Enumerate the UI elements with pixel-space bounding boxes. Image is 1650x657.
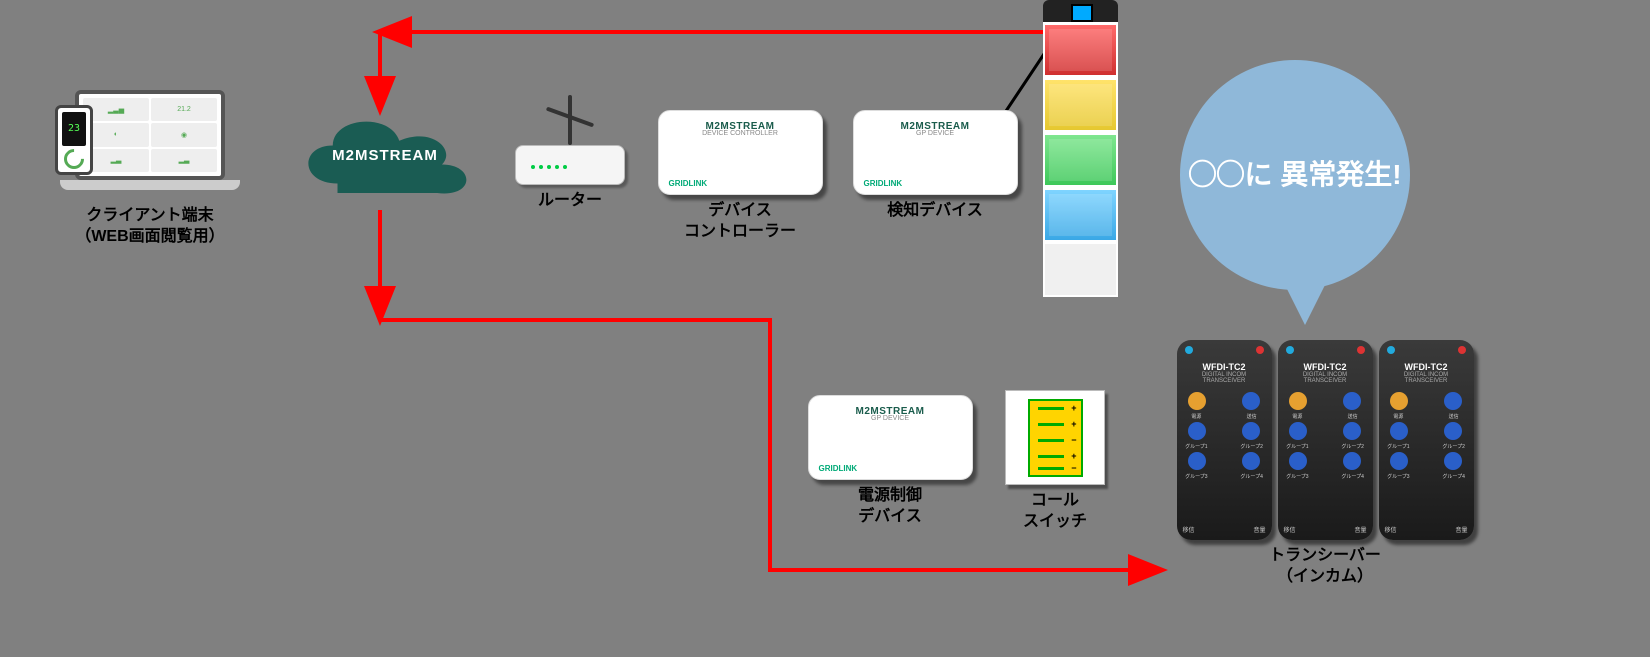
call-label: コール スイッチ xyxy=(985,491,1125,533)
transceiver-label: トランシーバー （インカム） xyxy=(1165,546,1485,588)
device-controller-node: M2MSTREAM DEVICE CONTROLLER GRIDLINK デバイ… xyxy=(650,110,830,243)
signal-tower-icon xyxy=(1043,0,1118,297)
transceiver-unit: WFDI-TC2 DIGITAL INCOM TRANSCEIVER 電源送信 … xyxy=(1278,340,1373,540)
cloud-node: M2MSTREAM xyxy=(285,105,485,205)
speech-bubble: ◯◯に 異常発生! xyxy=(1180,60,1410,290)
router-antenna-icon xyxy=(568,95,572,145)
cloud-text: M2MSTREAM xyxy=(290,105,480,205)
power-sub: GP DEVICE xyxy=(809,415,972,422)
laptop-base xyxy=(60,180,240,190)
client-terminal: 23 ▂▃▅21.2 ◐◉ ▂▃▂▃ クライアント端末 （WEB画面閲覧用） xyxy=(40,90,260,248)
detect-label: 検知デバイス xyxy=(845,201,1025,222)
call-pin-0: + xyxy=(1071,403,1076,413)
laptop-screen: ▂▃▅21.2 ◐◉ ▂▃▂▃ xyxy=(75,90,225,180)
signal-tower-node xyxy=(1035,0,1125,297)
trx-model: WFDI-TC2 xyxy=(1183,362,1266,372)
laptop-icon: 23 ▂▃▅21.2 ◐◉ ▂▃▂▃ xyxy=(60,90,240,200)
power-device-node: M2MSTREAM GP DEVICE GRIDLINK 電源制御 デバイス xyxy=(800,395,980,528)
controller-sub: DEVICE CONTROLLER xyxy=(659,130,822,137)
transceiver-unit: WFDI-TC2 DIGITAL INCOM TRANSCEIVER 電源送信 … xyxy=(1177,340,1272,540)
bubble-text: ◯◯に 異常発生! xyxy=(1188,155,1401,194)
controller-tag: GRIDLINK xyxy=(669,179,708,188)
trx-power-icon xyxy=(1256,346,1264,354)
tower-seg-green xyxy=(1043,132,1118,187)
power-device-icon: M2MSTREAM GP DEVICE GRIDLINK xyxy=(808,395,973,480)
power-label: 電源制御 デバイス xyxy=(800,486,980,528)
call-pin-2: − xyxy=(1071,435,1076,445)
tower-seg-yellow xyxy=(1043,77,1118,132)
phone-icon: 23 xyxy=(55,105,93,175)
call-switch-icon: + + − + − xyxy=(1005,390,1105,485)
device-controller-icon: M2MSTREAM DEVICE CONTROLLER GRIDLINK xyxy=(658,110,823,195)
transceiver-node: WFDI-TC2 DIGITAL INCOM TRANSCEIVER 電源送信 … xyxy=(1165,340,1485,588)
call-switch-node: + + − + − コール スイッチ xyxy=(985,390,1125,533)
transceiver-unit: WFDI-TC2 DIGITAL INCOM TRANSCEIVER 電源送信 … xyxy=(1379,340,1474,540)
router-label: ルーター xyxy=(500,191,640,212)
call-pin-4: − xyxy=(1071,463,1076,473)
controller-brand: M2MSTREAM xyxy=(659,111,822,132)
router-node: ルーター xyxy=(500,95,640,212)
tower-cap xyxy=(1043,0,1118,22)
phone-gauge-icon xyxy=(60,144,88,172)
tower-seg-blue xyxy=(1043,187,1118,242)
power-brand: M2MSTREAM xyxy=(809,396,972,417)
detect-sub: GP DEVICE xyxy=(854,130,1017,137)
speech-bubble-node: ◯◯に 異常発生! xyxy=(1165,60,1425,320)
controller-label: デバイス コントローラー xyxy=(650,201,830,243)
detect-tag: GRIDLINK xyxy=(864,179,903,188)
cloud-icon: M2MSTREAM xyxy=(290,105,480,205)
call-pin-1: + xyxy=(1071,419,1076,429)
detect-brand: M2MSTREAM xyxy=(854,111,1017,132)
trx-led-icon xyxy=(1185,346,1193,354)
router-body xyxy=(515,145,625,185)
arrow-tower-to-cloud xyxy=(380,32,1045,108)
power-tag: GRIDLINK xyxy=(819,464,858,473)
tower-base xyxy=(1043,242,1118,297)
detect-device-node: M2MSTREAM GP DEVICE GRIDLINK 検知デバイス xyxy=(845,110,1025,222)
transceiver-row: WFDI-TC2 DIGITAL INCOM TRANSCEIVER 電源送信 … xyxy=(1165,340,1485,540)
tower-seg-red xyxy=(1043,22,1118,77)
router-icon xyxy=(510,95,630,185)
call-pin-3: + xyxy=(1071,451,1076,461)
phone-display: 23 xyxy=(62,112,86,146)
detect-device-icon: M2MSTREAM GP DEVICE GRIDLINK xyxy=(853,110,1018,195)
client-label: クライアント端末 （WEB画面閲覧用） xyxy=(40,206,260,248)
trx-desc: DIGITAL INCOM TRANSCEIVER xyxy=(1183,372,1266,384)
